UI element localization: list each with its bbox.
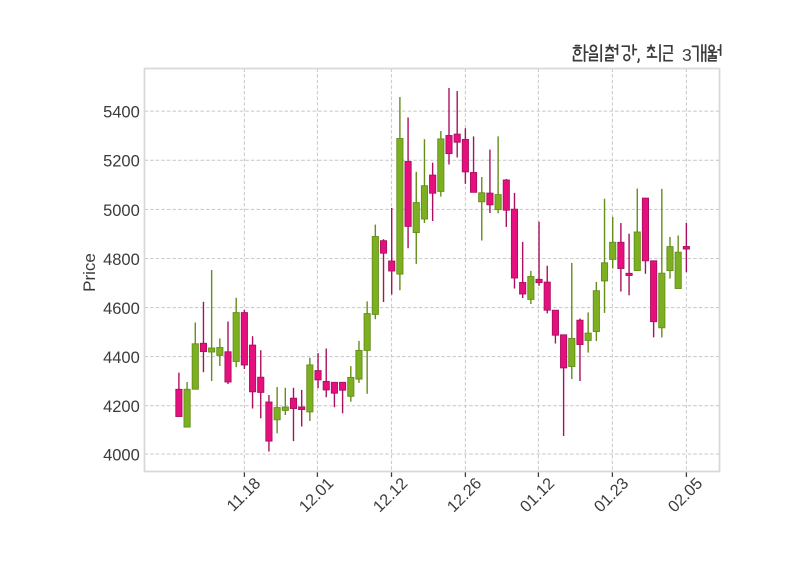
svg-text:3: 3 xyxy=(682,45,692,65)
svg-text:5000: 5000 xyxy=(103,202,140,220)
svg-text:5400: 5400 xyxy=(103,104,140,122)
svg-text:4000: 4000 xyxy=(103,447,140,465)
svg-text:4600: 4600 xyxy=(103,300,140,318)
svg-text:4200: 4200 xyxy=(103,398,140,416)
svg-text:4800: 4800 xyxy=(103,251,140,269)
svg-text:5200: 5200 xyxy=(103,153,140,171)
svg-text:Price: Price xyxy=(80,253,99,292)
svg-text:4400: 4400 xyxy=(103,349,140,367)
